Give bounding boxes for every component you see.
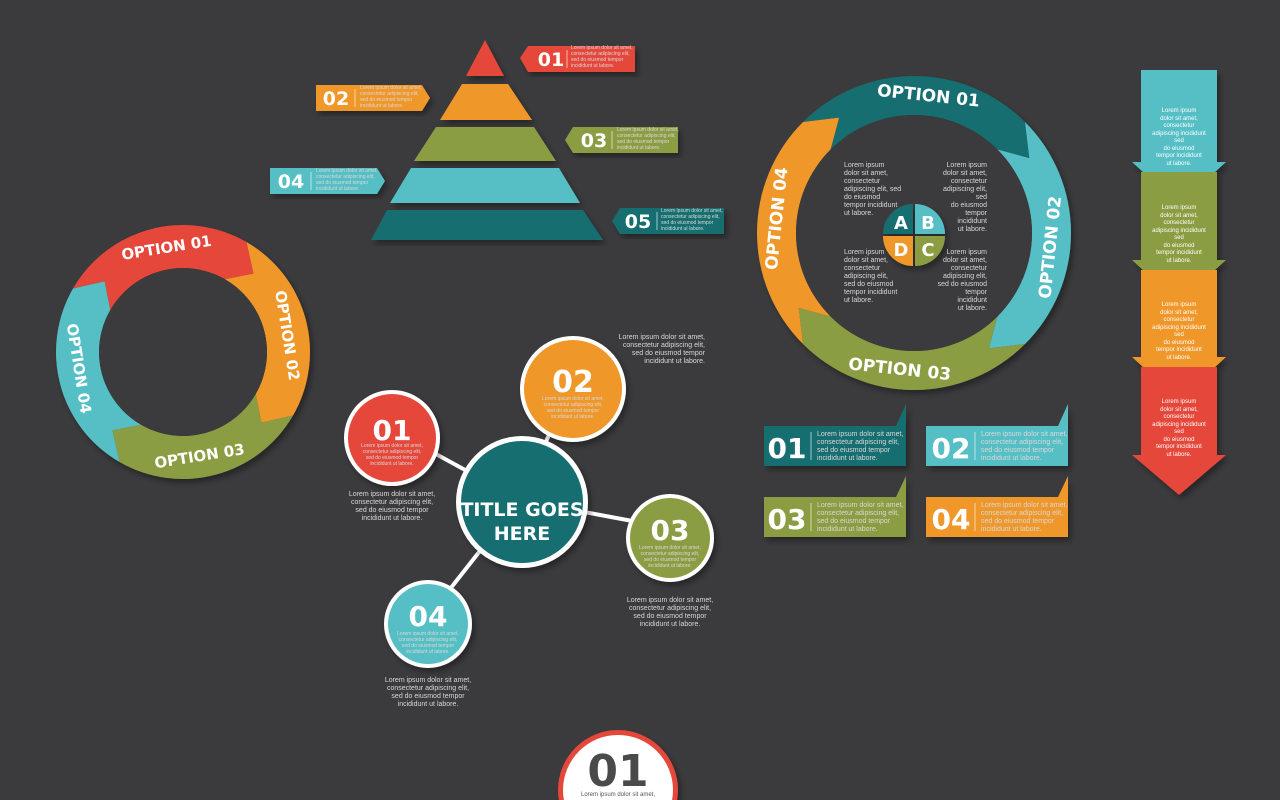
pyramid-group: 01 02 03 04 05 bbox=[270, 40, 724, 240]
pyramid-tag-05-text: Lorem ipsum dolor sit amet, consectetur … bbox=[661, 208, 723, 232]
arrow-column bbox=[1132, 70, 1226, 495]
hub-diagram: TITLE GOES HERE 01 02 03 04 bbox=[344, 336, 714, 668]
pyramid-tag-04-number: 04 bbox=[278, 171, 304, 193]
pyramid-tier-3 bbox=[414, 127, 556, 161]
letter-d: D bbox=[894, 240, 909, 261]
big-cycle-segment-1 bbox=[802, 76, 1030, 159]
big-cycle-segment-4 bbox=[756, 117, 840, 345]
hub-node-04-inner-text: Lorem ipsum dolor sit amet, consectetur … bbox=[397, 631, 459, 655]
hub-node-03-number: 03 bbox=[651, 514, 690, 547]
hub-node-03-outer-text: Lorem ipsum dolor sit amet, consectetur … bbox=[626, 597, 714, 628]
hub-title-line-1: TITLE GOES bbox=[460, 499, 583, 521]
pyramid-tag-02-text: Lorem ipsum dolor sit amet, consectetur … bbox=[360, 85, 422, 109]
bottom-badge bbox=[558, 730, 678, 800]
big-cycle-text-2: Lorem ipsum dolor sit amet, consectetur … bbox=[943, 162, 987, 233]
big-cycle-segment-2 bbox=[988, 121, 1072, 349]
big-cycle-text-4: Lorem ipsum dolor sit amet, consectetur … bbox=[937, 249, 987, 312]
banner-03 bbox=[764, 476, 906, 537]
big-cycle-hole bbox=[796, 115, 1032, 351]
abcd-center bbox=[883, 204, 945, 266]
banner-02 bbox=[926, 404, 1068, 466]
letter-b: B bbox=[921, 213, 935, 234]
pyramid-tag-04-text: Lorem ipsum dolor sit amet, consectetur … bbox=[316, 168, 378, 192]
hub-node-02-number: 02 bbox=[552, 365, 594, 400]
banner-01-number: 01 bbox=[768, 432, 807, 465]
small-cycle-segment-4 bbox=[56, 281, 141, 462]
pyramid-tier-2 bbox=[440, 84, 532, 120]
pyramid-tag-04 bbox=[270, 168, 385, 194]
quadrant-d bbox=[883, 236, 913, 266]
small-cycle-segment-1 bbox=[73, 225, 254, 310]
pyramid-tier-5 bbox=[371, 210, 603, 240]
quadrant-a bbox=[883, 204, 913, 234]
quadrant-b bbox=[915, 204, 945, 234]
arrow-step-4-text: Lorem ipsum dolor sit amet, consectetur … bbox=[1152, 399, 1206, 458]
hub-node-03-inner-text: Lorem ipsum dolor sit amet, consectetur … bbox=[639, 545, 701, 569]
hub-node-01-outer-text: Lorem ipsum dolor sit amet, consectetur … bbox=[348, 491, 436, 522]
banner-03-number: 03 bbox=[768, 503, 807, 536]
arrow-step-1-text: Lorem ipsum dolor sit amet, consectetur … bbox=[1152, 108, 1206, 167]
hub-node-02-outer-text: Lorem ipsum dolor sit amet, consectetur … bbox=[618, 334, 705, 365]
banner-02-text: Lorem ipsum dolor sit amet, consectetur … bbox=[981, 431, 1068, 462]
banner-01-text: Lorem ipsum dolor sit amet, consectetur … bbox=[817, 431, 904, 462]
pyramid-tag-05 bbox=[612, 208, 724, 234]
pyramid-tag-02-number: 02 bbox=[323, 88, 349, 110]
big-cycle-text-3: Lorem ipsum dolor sit amet, consectetur … bbox=[844, 249, 898, 304]
arrow-step-4 bbox=[1132, 367, 1226, 495]
quadrant-c bbox=[915, 236, 945, 266]
hub-title-line-2: HERE bbox=[494, 523, 551, 545]
hub-node-02-inner-text: Lorem ipsum dolor sit amet, consectetur … bbox=[542, 396, 604, 420]
pyramid-tier-4 bbox=[390, 168, 580, 203]
arrow-step-3-text: Lorem ipsum dolor sit amet, consectetur … bbox=[1152, 302, 1206, 361]
pyramid-tag-03 bbox=[565, 127, 678, 153]
pyramid-tag-03-number: 03 bbox=[581, 130, 607, 152]
hub-node-01-number: 01 bbox=[373, 414, 412, 447]
hub-node-04-number: 04 bbox=[409, 600, 448, 633]
big-cycle-segment-3 bbox=[798, 307, 1026, 390]
banner-04 bbox=[926, 476, 1068, 537]
banner-01 bbox=[764, 404, 906, 466]
banner-04-number: 04 bbox=[932, 503, 971, 536]
banner-grid: 01 02 03 04 bbox=[764, 404, 1068, 537]
pyramid-tag-05-number: 05 bbox=[625, 211, 651, 233]
letter-c: C bbox=[921, 240, 934, 261]
pyramid-tag-01 bbox=[520, 46, 635, 72]
banner-04-text: Lorem ipsum dolor sit amet, consectetur … bbox=[981, 502, 1068, 533]
hub-node-01-inner-text: Lorem ipsum dolor sit amet, consectetur … bbox=[361, 443, 423, 467]
big-cycle-text-1: Lorem ipsum dolor sit amet, consectetur … bbox=[844, 162, 902, 217]
pyramid-tier-1 bbox=[466, 40, 504, 76]
pyramid-tag-01-number: 01 bbox=[538, 49, 564, 71]
pyramid-tag-03-text: Lorem ipsum dolor sit amet, consectetur … bbox=[617, 127, 679, 151]
bottom-badge-number: 01 bbox=[587, 746, 648, 797]
banner-02-number: 02 bbox=[932, 432, 971, 465]
small-cycle-segment-3 bbox=[112, 394, 293, 479]
letter-a: A bbox=[894, 213, 908, 234]
small-cycle-hole bbox=[99, 268, 267, 436]
pyramid-tag-02 bbox=[316, 85, 430, 111]
small-cycle-segment-2 bbox=[225, 242, 310, 423]
arrow-step-2-text: Lorem ipsum dolor sit amet, consectetur … bbox=[1152, 205, 1206, 264]
bottom-badge-text: Lorem ipsum dolor sit amet, bbox=[580, 792, 656, 798]
banner-03-text: Lorem ipsum dolor sit amet, consectetur … bbox=[817, 502, 904, 533]
hub-node-04-outer-text: Lorem ipsum dolor sit amet, consectetur … bbox=[384, 677, 472, 708]
arrow-step-1 bbox=[1132, 70, 1226, 205]
pyramid-tag-01-text: Lorem ipsum dolor sit amet, consectetur … bbox=[571, 45, 633, 69]
